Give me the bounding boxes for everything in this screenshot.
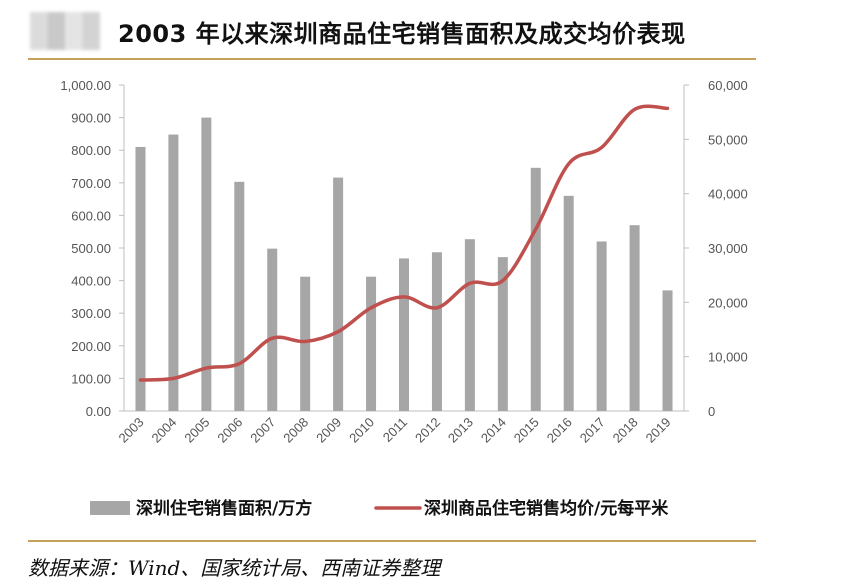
blurred-logo	[30, 12, 100, 50]
x-tick-label: 2013	[445, 415, 476, 446]
right-tick-label: 10,000	[708, 350, 748, 365]
bar-2004	[168, 134, 179, 411]
bar-2010	[366, 276, 377, 411]
x-tick-label: 2007	[247, 415, 278, 446]
legend-label-bar: 深圳住宅销售面积/万方	[136, 498, 312, 519]
x-tick-label: 2011	[380, 415, 410, 445]
legend: 深圳住宅销售面积/万方 深圳商品住宅销售均价/元每平米	[90, 498, 669, 519]
x-tick-label: 2006	[214, 415, 245, 446]
legend-swatch-bar	[90, 501, 130, 515]
bar-2003	[135, 146, 146, 411]
bar-2005	[201, 117, 212, 411]
right-tick-label: 60,000	[708, 78, 748, 93]
x-tick-label: 2008	[280, 415, 311, 446]
bar-2014	[497, 257, 508, 411]
x-tick-label: 2015	[511, 415, 542, 446]
left-tick-label: 900.00	[71, 111, 111, 126]
left-tick-label: 200.00	[71, 339, 111, 354]
left-tick-label: 300.00	[71, 306, 111, 321]
bar-2019	[662, 290, 673, 411]
right-tick-label: 0	[708, 404, 715, 419]
x-tick-label: 2018	[610, 415, 641, 446]
right-tick-label: 30,000	[708, 241, 748, 256]
x-tick-label: 2010	[346, 415, 377, 446]
bar-2017	[596, 241, 607, 411]
x-tick-label: 2012	[412, 415, 443, 446]
left-tick-label: 400.00	[71, 274, 111, 289]
left-tick-label: 500.00	[71, 241, 111, 256]
bar-2013	[464, 239, 475, 411]
x-tick-label: 2005	[181, 415, 212, 446]
header-divider	[28, 58, 756, 60]
left-tick-label: 1,000.00	[60, 78, 111, 93]
right-tick-label: 40,000	[708, 187, 748, 202]
x-tick-label: 2004	[148, 415, 179, 446]
x-tick-label: 2003	[116, 415, 147, 446]
right-y-axis: 0 10,000 20,000 30,000 40,000 50,000 60,000	[683, 78, 748, 419]
source-note: 数据来源：Wind、国家统计局、西南证券整理	[28, 556, 441, 580]
left-tick-label: 800.00	[71, 143, 111, 158]
combo-chart: 0.00 100.00 200.00 300.00 400.00 500.00 600.00…	[60, 78, 748, 519]
x-tick-label: 2016	[544, 415, 575, 446]
bar-2009	[333, 177, 344, 411]
right-tick-label: 50,000	[708, 132, 748, 147]
left-y-axis: 0.00 100.00 200.00 300.00 400.00 500.00 600.00…	[60, 78, 125, 419]
x-tick-label: 2014	[478, 415, 509, 446]
report-header: 2003 年以来深圳商品住宅销售面积及成交均价表现	[0, 0, 849, 58]
legend-label-line: 深圳商品住宅销售均价/元每平米	[424, 498, 669, 519]
x-tick-label: 2017	[577, 415, 608, 446]
bar-2015	[530, 167, 541, 411]
bar-2012	[431, 252, 442, 411]
left-tick-label: 0.00	[86, 404, 111, 419]
x-tick-label: 2009	[313, 415, 344, 446]
right-tick-label: 20,000	[708, 295, 748, 310]
bar-2007	[267, 248, 278, 411]
left-tick-label: 700.00	[71, 176, 111, 191]
x-axis: 2003 2004 2005 2006 2007 2008 2009 2010 2011 2012…	[116, 410, 684, 446]
bar-2016	[563, 195, 574, 411]
bar-series	[135, 117, 673, 411]
left-tick-label: 600.00	[71, 208, 111, 223]
footer-divider	[28, 540, 756, 542]
x-tick-label: 2019	[643, 415, 674, 446]
bar-2006	[234, 181, 245, 411]
bar-2008	[300, 276, 311, 411]
left-tick-label: 100.00	[71, 371, 111, 386]
bar-2011	[399, 258, 409, 411]
price-line	[138, 104, 670, 382]
chart-title: 2003 年以来深圳商品住宅销售面积及成交均价表现	[118, 20, 686, 48]
line-series	[138, 104, 670, 382]
bar-2018	[629, 225, 640, 411]
